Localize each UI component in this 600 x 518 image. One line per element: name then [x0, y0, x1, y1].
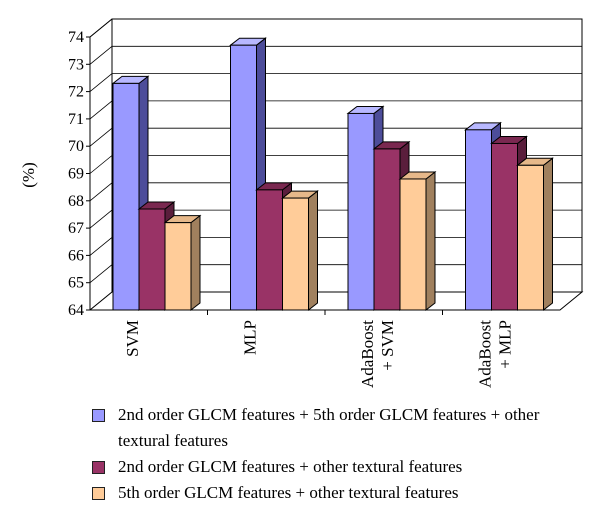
legend-label-series-1: 2nd order GLCM features + 5th order GLCM… — [118, 405, 540, 450]
left-wall-top — [89, 18, 113, 38]
y-tick-label: 64 — [68, 302, 84, 319]
y-tick-label: 72 — [68, 84, 84, 101]
x-tick-label: AdaBoost+ SVM — [358, 320, 397, 388]
y-tick-label: 68 — [68, 193, 84, 210]
bar — [164, 222, 192, 311]
gridline-depth — [89, 45, 113, 65]
y-tick-label: 69 — [68, 166, 84, 183]
x-tick-label: MLP — [241, 320, 260, 355]
legend-item-series-3: 5th order GLCM features + other textural… — [92, 480, 592, 506]
legend: 2nd order GLCM features + 5th order GLCM… — [92, 402, 592, 506]
y-tick-label: 73 — [68, 56, 84, 73]
bar — [256, 189, 283, 311]
legend-swatch-series-2 — [92, 461, 105, 474]
bar-side — [308, 190, 318, 312]
y-tick-label: 70 — [68, 138, 84, 155]
bar — [491, 142, 518, 311]
bar-chart: 64 65 66 67 68 69 70 71 72 73 74 (%) SVM MLP AdaBoost+… — [19, 18, 584, 388]
gridline-depth — [89, 237, 113, 256]
gridline-depth — [89, 264, 113, 284]
gridline-depth — [89, 73, 113, 92]
legend-label-series-3: 5th order GLCM features + other textural… — [118, 483, 459, 502]
y-tick-label: 65 — [68, 275, 84, 292]
legend-item-series-1: 2nd order GLCM features + 5th order GLCM… — [92, 402, 592, 454]
bar — [465, 129, 492, 311]
bar-side — [190, 214, 201, 312]
gridline-depth — [89, 100, 113, 120]
legend-label-series-2: 2nd order GLCM features + other textural… — [118, 457, 463, 476]
x-tick-label: SVM — [123, 320, 142, 357]
gridline-depth — [89, 155, 113, 174]
bar-side — [425, 170, 436, 312]
bar-side — [543, 157, 553, 312]
legend-item-series-2: 2nd order GLCM features + other textural… — [92, 454, 592, 480]
y-tick-label: 71 — [68, 111, 84, 128]
x-tick-label: AdaBoost+ MLP — [476, 320, 515, 388]
bar — [373, 148, 401, 311]
bar — [282, 197, 309, 311]
bar — [138, 208, 166, 311]
y-tick-label: 74 — [68, 29, 84, 46]
gridline-depth — [89, 182, 113, 202]
legend-swatch-series-3 — [92, 487, 105, 500]
bar — [112, 82, 140, 311]
bar — [517, 164, 544, 311]
bar — [230, 44, 257, 311]
legend-swatch-series-1 — [92, 409, 105, 422]
y-tick-label: 66 — [68, 247, 84, 264]
gridline-depth — [89, 209, 113, 229]
bar — [399, 178, 427, 311]
gridline-depth — [89, 127, 113, 147]
y-tick-label: 67 — [68, 220, 84, 237]
bar — [347, 112, 375, 311]
y-axis-label: (%) — [19, 162, 38, 187]
